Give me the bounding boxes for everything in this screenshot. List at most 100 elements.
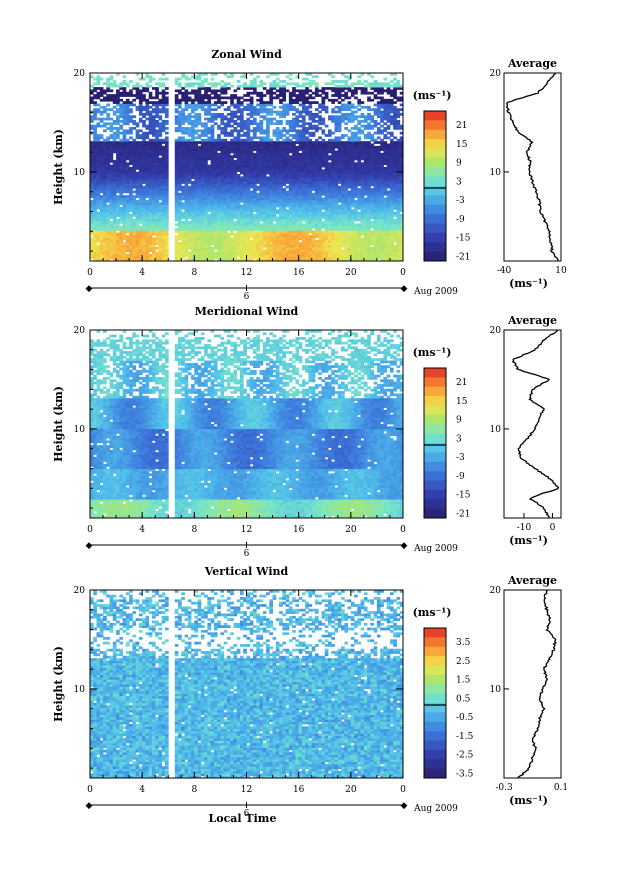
heatmap-cell [103,117,107,121]
heatmap-cell [301,124,306,128]
heatmap-cell [210,221,215,224]
heatmap-cell [194,230,198,234]
heatmap-cell [90,230,94,234]
heatmap-cell [142,150,146,154]
heatmap-cell [178,183,182,187]
heatmap-cell [178,101,182,104]
heatmap-cell [194,117,198,121]
heatmap-cell [337,159,342,163]
heatmap-cell [184,185,189,189]
heatmap-cell [246,167,251,170]
heatmap-cell [266,110,270,114]
heatmap-cell [328,239,332,243]
heatmap-cell [142,169,146,173]
heatmap-cell [239,216,244,220]
heatmap-cell [308,164,313,168]
heatmap-cell [178,256,182,260]
heatmap-cell [109,82,114,86]
heatmap-cell [266,251,270,255]
heatmap-cell [220,127,225,130]
heatmap-cell [158,131,163,135]
heatmap-cell [223,181,228,184]
heatmap-cell [181,185,185,189]
heatmap-cell [210,214,215,217]
heatmap-cell [249,101,254,104]
heatmap-cell [181,136,185,140]
heatmap-cell [204,225,208,229]
heatmap-cell [122,138,127,142]
heatmap-cell [178,138,182,142]
heatmap-cell [331,206,335,210]
heatmap-cell [282,249,287,252]
heatmap-cell [246,235,251,238]
heatmap-cell [96,185,101,189]
heatmap-cell [301,77,306,81]
heatmap-cell [155,202,159,205]
heatmap-cell [318,169,322,173]
heatmap-cell [230,155,234,158]
heatmap-cell [282,244,287,248]
heatmap-cell [145,204,150,208]
heatmap-cell [269,195,273,198]
heatmap-cell [151,221,156,224]
heatmap-cell [155,103,159,107]
heatmap-cell [119,188,123,191]
heatmap-cell [145,202,150,205]
heatmap-cell [321,164,326,168]
heatmap-cell [96,218,101,222]
heatmap-cell [243,171,247,175]
heatmap-cell [109,190,114,194]
heatmap-cell [181,115,185,119]
heatmap-cell [122,112,127,116]
heatmap-cell [93,249,97,252]
heatmap-cell [243,127,247,130]
heatmap-cell [129,110,133,114]
heatmap-cell [112,141,117,144]
heatmap-cell [282,239,287,243]
heatmap-cell [207,178,212,182]
heatmap-cell [253,120,257,123]
heatmap-cell [112,112,117,116]
heatmap-cell [125,82,130,86]
heatmap-cell [308,206,313,210]
heatmap-cell [204,204,208,208]
heatmap-cell [269,141,273,144]
heatmap-cell [226,209,231,213]
heatmap-cell [246,148,251,151]
heatmap-cell [103,181,107,184]
heatmap-cell [161,178,166,182]
heatmap-cell [200,167,205,170]
heatmap-cell [158,239,163,243]
heatmap-cell [103,105,107,109]
heatmap-cell [230,169,234,173]
heatmap-cell [187,120,192,123]
heatmap-cell [318,136,322,140]
heatmap-cell [178,141,182,144]
heatmap-cell [217,242,221,245]
heatmap-cell [253,110,257,114]
heatmap-cell [328,176,332,180]
heatmap-cell [308,214,313,217]
heatmap-cell [112,110,117,114]
heatmap-cell [129,183,133,187]
heatmap-cell [197,148,202,151]
heatmap-cell [90,127,94,130]
heatmap-cell [151,96,156,100]
heatmap-cell [223,174,228,177]
heatmap-cell [249,223,254,227]
heatmap-cell [279,101,283,104]
heatmap-cell [145,237,150,241]
heatmap-cell [99,178,104,182]
heatmap-cell [334,185,339,189]
heatmap-cell [298,249,303,252]
heatmap-cell [122,246,127,250]
heatmap-cell [210,127,215,130]
heatmap-cell [145,258,150,262]
heatmap-cell [125,181,130,184]
heatmap-cell [279,94,283,97]
heatmap-cell [191,89,195,93]
heatmap-cell [269,206,273,210]
heatmap-cell [210,211,215,215]
heatmap-cell [135,183,140,187]
heatmap-cell [116,89,120,93]
